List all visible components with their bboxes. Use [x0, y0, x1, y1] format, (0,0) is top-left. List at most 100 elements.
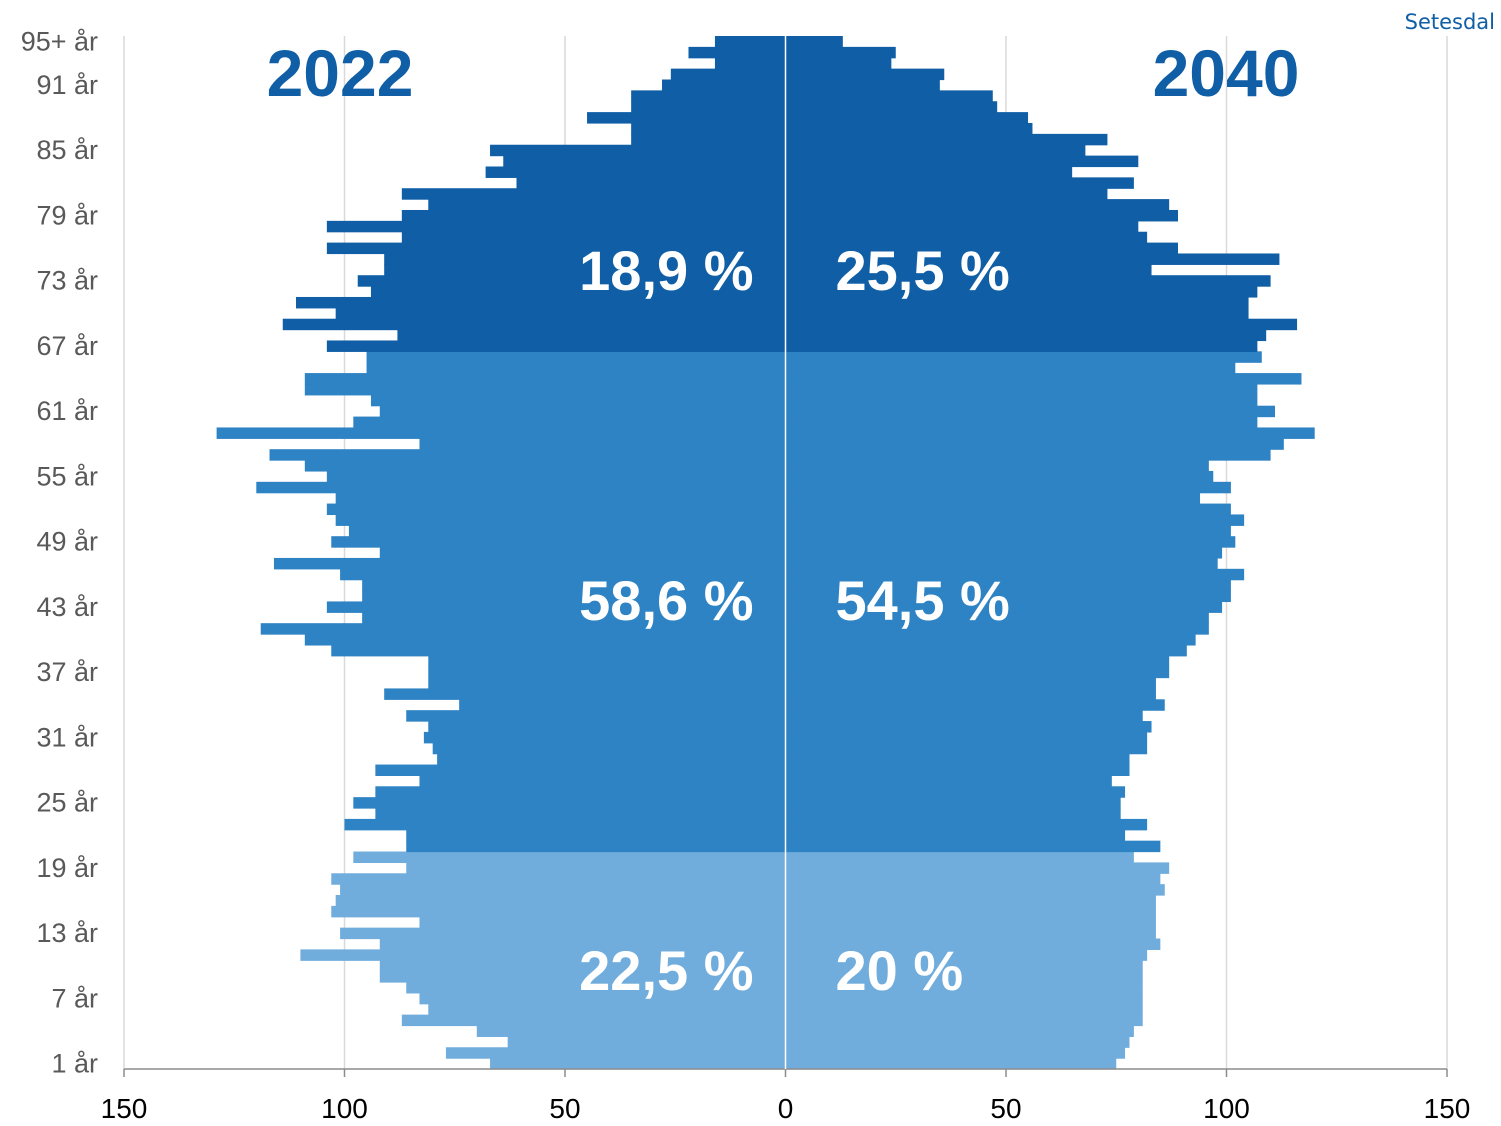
- bar-2022-age-75: [384, 253, 786, 265]
- bar-2040-age-44: [785, 590, 1231, 603]
- bar-2022-age-45: [362, 579, 786, 592]
- bar-2040-age-31: [785, 731, 1148, 744]
- bar-2040-age-67: [785, 340, 1258, 352]
- bar-2040-age-5: [785, 1014, 1143, 1027]
- bar-2022-age-78: [326, 220, 786, 233]
- bar-2022-age-8: [406, 982, 786, 994]
- bar-2040-age-41: [785, 623, 1209, 635]
- bar-2040-age-74: [785, 264, 1152, 276]
- bar-2040-age-83: [785, 166, 1073, 178]
- bar-2022-age-67: [326, 340, 786, 352]
- bar-2040-age-86: [785, 133, 1108, 146]
- bar-2040-age-75: [785, 253, 1280, 265]
- bar-2022-age-62: [370, 394, 786, 407]
- share-label-2022-67+: 18,9 %: [579, 239, 753, 302]
- bar-2040-age-68: [785, 329, 1267, 342]
- y-tick-label: 19 år: [36, 853, 98, 883]
- bar-2040-age-2: [785, 1047, 1126, 1059]
- bar-2040-age-28: [785, 764, 1130, 777]
- bar-2022-age-10: [379, 960, 786, 972]
- y-tick-label: 73 år: [36, 266, 98, 296]
- bar-2040-age-46: [785, 568, 1245, 581]
- y-tick-label: 49 år: [36, 527, 98, 557]
- bar-2022-age-1: [490, 1058, 786, 1070]
- share-label-2040-20-66: 54,5 %: [836, 569, 1010, 632]
- bar-2022-age-66: [366, 351, 786, 363]
- bar-2022-age-5: [401, 1014, 786, 1027]
- bar-2022-age-31: [423, 731, 786, 744]
- bar-2040-age-42: [785, 612, 1209, 624]
- bar-2022-age-58: [419, 438, 786, 450]
- bar-2022-age-76: [326, 242, 786, 255]
- bar-2040-age-60: [785, 416, 1258, 429]
- bar-2022-age-39: [331, 644, 786, 657]
- bar-2040-age-14: [785, 916, 1156, 929]
- bar-2022-age-32: [428, 721, 786, 733]
- bar-2040-age-6: [785, 1003, 1143, 1016]
- bar-2022-age-84: [503, 155, 786, 168]
- bar-2022-age-12: [379, 938, 786, 950]
- bar-2022-age-9: [379, 971, 786, 983]
- bar-2040-age-38: [785, 655, 1170, 668]
- bar-2022-age-91: [662, 79, 786, 91]
- bar-2022-age-55: [326, 470, 786, 483]
- share-label-2022-20-66: 58,6 %: [579, 569, 753, 632]
- bar-2040-age-64: [785, 373, 1302, 385]
- bar-2022-age-43: [326, 601, 786, 613]
- y-tick-label: 91 år: [36, 70, 98, 100]
- bar-2040-age-7: [785, 992, 1143, 1005]
- bar-2040-age-22: [785, 829, 1126, 842]
- bar-2040-age-52: [785, 503, 1231, 516]
- bar-2022-age-70: [335, 307, 786, 320]
- bar-2040-age-49: [785, 536, 1236, 548]
- x-axis-labels: 150 100 50 0 50 100 150: [101, 1093, 1471, 1124]
- bar-2040-age-25: [785, 797, 1121, 809]
- bar-2040-age-19: [785, 862, 1170, 874]
- bar-2040-age-27: [785, 775, 1112, 787]
- bar-2040-age-37: [785, 666, 1170, 679]
- bar-2040-age-55: [785, 470, 1214, 483]
- x-tick-label: 50: [549, 1093, 580, 1124]
- y-tick-label: 7 år: [51, 983, 98, 1013]
- bar-2040-age-71: [785, 296, 1249, 309]
- bar-2022-age-74: [384, 264, 786, 276]
- bar-2040-age-77: [785, 231, 1148, 244]
- bar-2040-age-84: [785, 155, 1139, 168]
- bar-2022-age-69: [282, 318, 786, 331]
- bar-2022-age-94: [688, 46, 786, 59]
- bar-2040-age-24: [785, 808, 1121, 820]
- y-tick-label: 67 år: [36, 331, 98, 361]
- bar-2040-age-76: [785, 242, 1178, 255]
- bar-2022-age-4: [476, 1025, 786, 1037]
- x-tick-label: 150: [1424, 1093, 1471, 1124]
- x-tick-label: 100: [1203, 1093, 1250, 1124]
- bar-2040-age-59: [785, 427, 1315, 439]
- bar-2022-age-36: [428, 677, 786, 690]
- bar-2022-age-60: [353, 416, 786, 429]
- bar-2040-age-26: [785, 786, 1126, 798]
- bar-2022-age-77: [401, 231, 786, 244]
- share-label-2040-67+: 25,5 %: [836, 239, 1010, 302]
- bar-2040-age-79: [785, 209, 1178, 222]
- share-label-2040-0-19: 20 %: [836, 939, 964, 1002]
- bar-2040-age-23: [785, 818, 1148, 831]
- bar-2022-age-33: [406, 710, 786, 722]
- bar-2040-age-85: [785, 144, 1086, 157]
- bar-2040-age-17: [785, 884, 1165, 896]
- bar-2022-age-24: [375, 808, 786, 820]
- x-tick-label: 150: [101, 1093, 148, 1124]
- bar-2022-age-53: [335, 492, 786, 505]
- bar-2022-age-6: [428, 1003, 786, 1016]
- bar-2022-age-68: [397, 329, 786, 342]
- bar-2022-age-41: [260, 623, 786, 635]
- bar-2022-age-15: [331, 905, 786, 918]
- bar-2040-age-65: [785, 362, 1236, 374]
- bar-2040-age-57: [785, 449, 1271, 461]
- bar-2040-age-73: [785, 275, 1271, 287]
- bar-2040-age-66: [785, 351, 1262, 363]
- bar-2022-age-3: [507, 1036, 786, 1048]
- bar-2022-age-27: [419, 775, 786, 787]
- bar-2040-age-78: [785, 220, 1139, 233]
- bar-2040-age-33: [785, 710, 1143, 722]
- bars-2040: [785, 36, 1315, 1070]
